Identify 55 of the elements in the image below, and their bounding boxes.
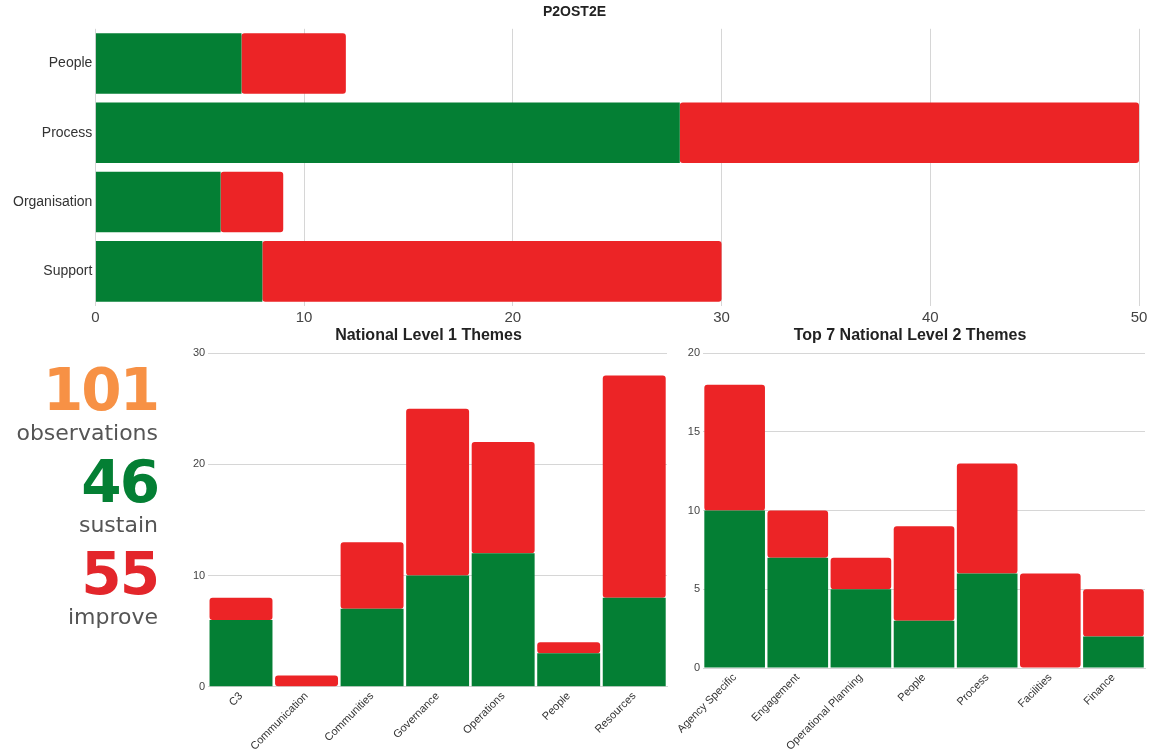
bar (956, 573, 1018, 668)
bar (704, 384, 765, 511)
x-tick-label: 50 (1130, 308, 1148, 326)
y-tick-label: 10 (192, 568, 206, 581)
bar (767, 510, 829, 558)
bar (209, 597, 273, 620)
bar (893, 620, 955, 668)
bar (471, 442, 535, 554)
chart-title: National Level 1 Themes (335, 326, 522, 344)
bar (602, 597, 666, 687)
x-tick-label: C3 (226, 689, 245, 708)
bar (275, 675, 339, 687)
x-tick-label: 20 (504, 308, 522, 326)
y-tick-label: 15 (687, 424, 701, 437)
bar (95, 241, 263, 302)
y-tick-label: 20 (687, 346, 701, 359)
bar (830, 589, 892, 668)
bar (830, 557, 892, 590)
bar (95, 102, 680, 164)
x-tick-label: 30 (713, 308, 730, 326)
x-tick-label: 40 (921, 308, 939, 326)
bar (220, 171, 284, 233)
bar (767, 557, 829, 668)
bar (1019, 573, 1081, 668)
bar (956, 463, 1018, 574)
bar (471, 553, 535, 687)
bar (893, 526, 955, 621)
bar (406, 408, 470, 576)
bar (340, 608, 404, 687)
bar (1083, 589, 1144, 637)
bar (241, 33, 346, 94)
y-tick-label: 10 (687, 503, 701, 516)
bar (679, 102, 1139, 164)
bar (95, 171, 221, 233)
y-tick-label: 20 (192, 457, 206, 470)
x-tick-label: 10 (295, 308, 313, 326)
y-tick-label: People (48, 54, 93, 71)
chart-title: P2OST2E (542, 3, 607, 20)
chart-title: Top 7 National Level 2 Themes (793, 326, 1027, 344)
bar (95, 33, 242, 94)
bar (704, 510, 765, 668)
y-tick-label: Process (41, 123, 93, 140)
bar (537, 653, 601, 687)
bar (537, 642, 601, 654)
y-tick-label: Support (43, 262, 93, 279)
bar (262, 241, 722, 302)
bar (209, 619, 273, 687)
bar (406, 575, 470, 687)
y-tick-label: Organisation (12, 192, 93, 209)
y-tick-label: 30 (192, 346, 206, 359)
y-tick-label: 5 (693, 582, 701, 595)
y-tick-label: 0 (693, 661, 701, 674)
bar (340, 542, 404, 609)
bar (602, 375, 666, 598)
bar (1083, 636, 1144, 668)
